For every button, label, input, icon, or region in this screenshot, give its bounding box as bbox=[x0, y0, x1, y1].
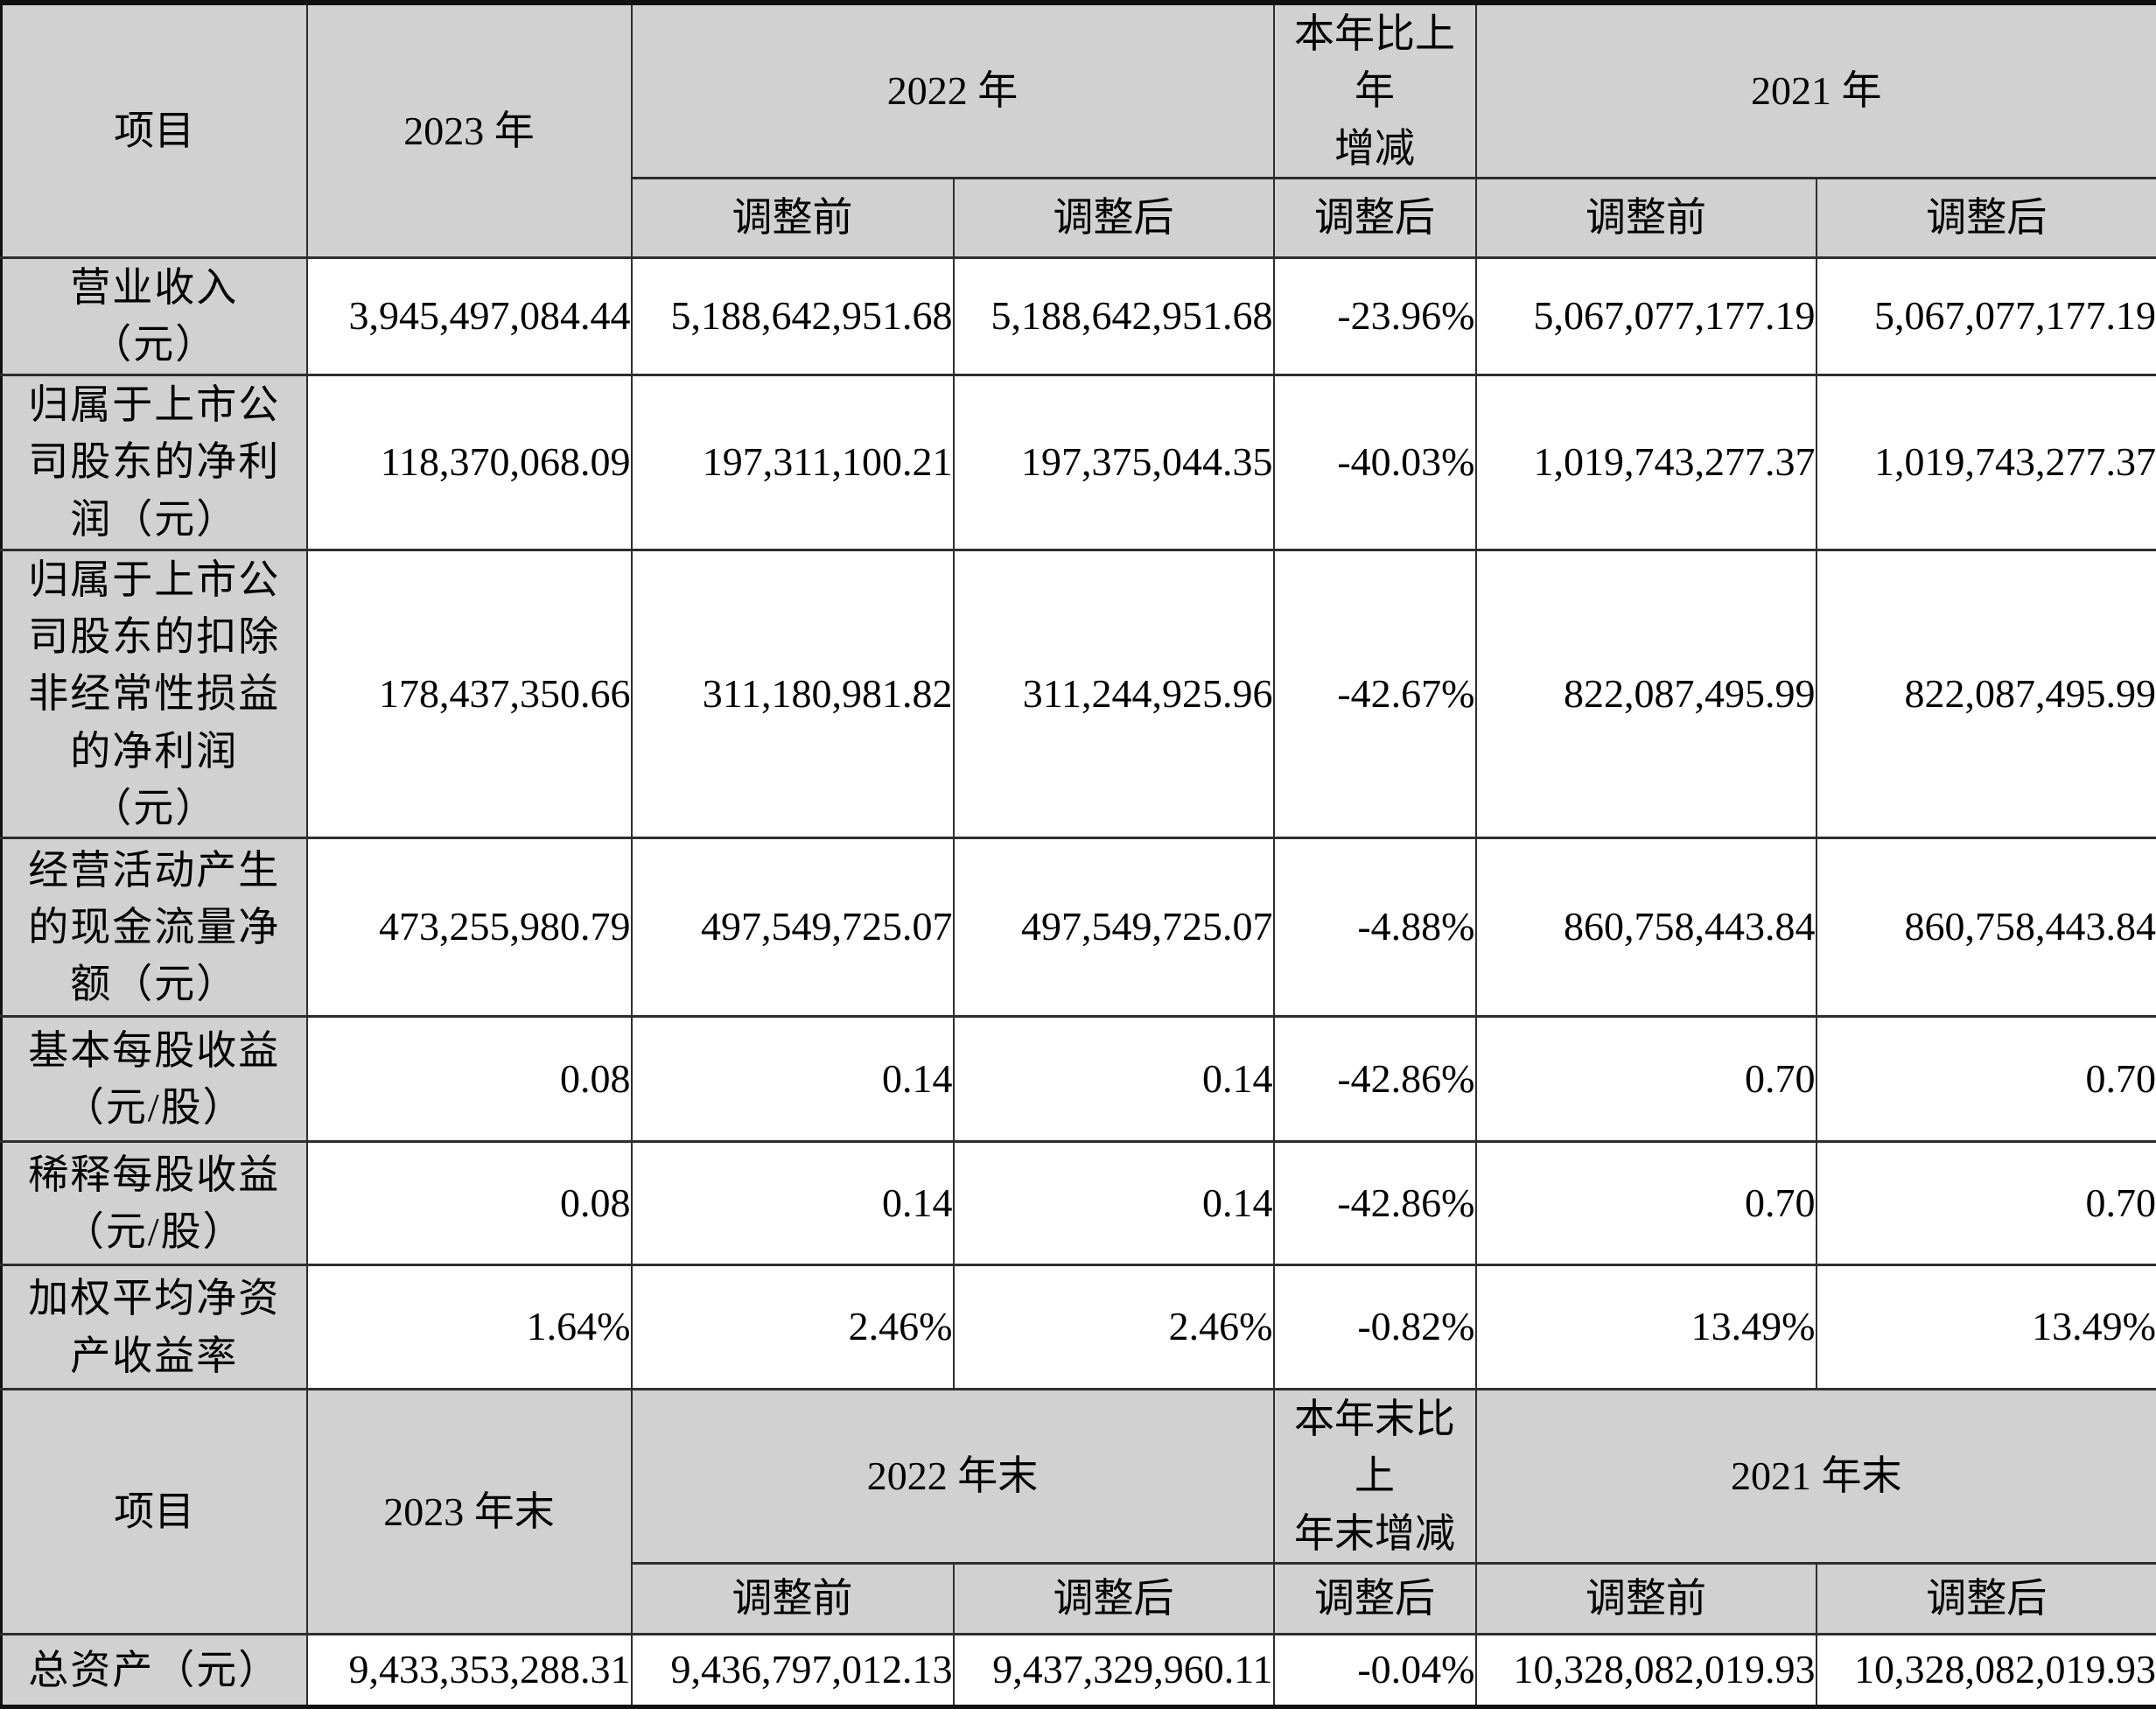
value-2022-pre: 197,311,100.21 bbox=[632, 375, 954, 550]
header-2021: 2021 年 bbox=[1476, 3, 2156, 178]
value-2021-post: 1,019,743,277.37 bbox=[1816, 375, 2156, 550]
value-2021-pre: 10,328,082,019.93 bbox=[1476, 1635, 1816, 1707]
header-yoy: 本年比上年 增减 bbox=[1274, 3, 1476, 178]
header-2023-end: 2023 年末 bbox=[307, 1390, 632, 1635]
value-2021-post: 0.70 bbox=[1816, 1142, 2156, 1265]
value-2023: 473,255,980.79 bbox=[307, 838, 632, 1017]
value-2021-post: 0.70 bbox=[1816, 1017, 2156, 1142]
value-yoy: -40.03% bbox=[1274, 375, 1476, 550]
value-2021-post: 860,758,443.84 bbox=[1816, 838, 2156, 1017]
value-2021-pre: 822,087,495.99 bbox=[1476, 550, 1816, 838]
header-2023: 2023 年 bbox=[307, 3, 632, 257]
header-2021-after: 调整后 bbox=[1816, 178, 2156, 257]
value-2021-post: 5,067,077,177.19 bbox=[1816, 257, 2156, 375]
value-2022-post: 497,549,725.07 bbox=[954, 838, 1274, 1017]
header-2021-end-after: 调整后 bbox=[1816, 1564, 2156, 1635]
header-yoy-after: 调整后 bbox=[1274, 178, 1476, 257]
value-2022-post: 311,244,925.96 bbox=[954, 550, 1274, 838]
value-yoy: -42.67% bbox=[1274, 550, 1476, 838]
header-yoy-end: 本年末比上 年末增减 bbox=[1274, 1390, 1476, 1564]
value-2021-pre: 13.49% bbox=[1476, 1265, 1816, 1390]
value-2021-pre: 1,019,743,277.37 bbox=[1476, 375, 1816, 550]
value-yoy: -0.82% bbox=[1274, 1265, 1476, 1390]
value-2022-post: 9,437,329,960.11 bbox=[954, 1635, 1274, 1707]
value-2022-post: 2.46% bbox=[954, 1265, 1274, 1390]
value-yoy: -0.04% bbox=[1274, 1635, 1476, 1707]
header-item: 项目 bbox=[2, 3, 307, 257]
value-2022-pre: 311,180,981.82 bbox=[632, 550, 954, 838]
table-row-total-assets: 总资产（元） 9,433,353,288.31 9,436,797,012.13… bbox=[2, 1635, 2156, 1707]
value-2022-pre: 497,549,725.07 bbox=[632, 838, 954, 1017]
value-yoy: -23.96% bbox=[1274, 257, 1476, 375]
value-2022-post: 0.14 bbox=[954, 1017, 1274, 1142]
value-2023: 0.08 bbox=[307, 1142, 632, 1265]
value-2021-post: 10,328,082,019.93 bbox=[1816, 1635, 2156, 1707]
value-2022-pre: 0.14 bbox=[632, 1142, 954, 1265]
row-label: 基本每股收益 （元/股） bbox=[2, 1017, 307, 1142]
row-label: 归属于上市公 司股东的扣除 非经常性损益 的净利润 （元） bbox=[2, 550, 307, 838]
row-label: 稀释每股收益 （元/股） bbox=[2, 1142, 307, 1265]
value-2022-post: 0.14 bbox=[954, 1142, 1274, 1265]
value-yoy: -42.86% bbox=[1274, 1017, 1476, 1142]
header-item: 项目 bbox=[2, 1390, 307, 1635]
value-yoy: -4.88% bbox=[1274, 838, 1476, 1017]
row-label: 归属于上市公 司股东的净利 润（元） bbox=[2, 375, 307, 550]
header-2022-end: 2022 年末 bbox=[632, 1390, 1274, 1564]
value-yoy: -42.86% bbox=[1274, 1142, 1476, 1265]
value-2022-pre: 9,436,797,012.13 bbox=[632, 1635, 954, 1707]
value-2023: 1.64% bbox=[307, 1265, 632, 1390]
value-2021-pre: 860,758,443.84 bbox=[1476, 838, 1816, 1017]
header-2021-end: 2021 年末 bbox=[1476, 1390, 2156, 1564]
table-row-basic-eps: 基本每股收益 （元/股） 0.08 0.14 0.14 -42.86% 0.70… bbox=[2, 1017, 2156, 1142]
value-2022-post: 197,375,044.35 bbox=[954, 375, 1274, 550]
header-2022-end-before: 调整前 bbox=[632, 1564, 954, 1635]
table-row-deducted-net-profit: 归属于上市公 司股东的扣除 非经常性损益 的净利润 （元） 178,437,35… bbox=[2, 550, 2156, 838]
header-row-year-end: 项目 2023 年末 2022 年末 本年末比上 年末增减 2021 年末 bbox=[2, 1390, 2156, 1564]
value-2021-pre: 5,067,077,177.19 bbox=[1476, 257, 1816, 375]
value-2021-pre: 0.70 bbox=[1476, 1017, 1816, 1142]
table-row-weighted-roe: 加权平均净资 产收益率 1.64% 2.46% 2.46% -0.82% 13.… bbox=[2, 1265, 2156, 1390]
value-2022-pre: 0.14 bbox=[632, 1017, 954, 1142]
value-2021-post: 822,087,495.99 bbox=[1816, 550, 2156, 838]
header-2022-before: 调整前 bbox=[632, 178, 954, 257]
header-row-years: 项目 2023 年 2022 年 本年比上年 增减 2021 年 bbox=[2, 3, 2156, 178]
header-2022-after: 调整后 bbox=[954, 178, 1274, 257]
row-label: 总资产（元） bbox=[2, 1635, 307, 1707]
value-2023: 0.08 bbox=[307, 1017, 632, 1142]
value-2023: 9,433,353,288.31 bbox=[307, 1635, 632, 1707]
table-row-revenue: 营业收入 （元） 3,945,497,084.44 5,188,642,951.… bbox=[2, 257, 2156, 375]
header-2022: 2022 年 bbox=[632, 3, 1274, 178]
value-2023: 3,945,497,084.44 bbox=[307, 257, 632, 375]
row-label: 加权平均净资 产收益率 bbox=[2, 1265, 307, 1390]
value-2022-pre: 2.46% bbox=[632, 1265, 954, 1390]
header-2022-end-after: 调整后 bbox=[954, 1564, 1274, 1635]
table-row-operating-cash-flow: 经营活动产生 的现金流量净 额（元） 473,255,980.79 497,54… bbox=[2, 838, 2156, 1017]
header-2021-end-before: 调整前 bbox=[1476, 1564, 1816, 1635]
row-label: 经营活动产生 的现金流量净 额（元） bbox=[2, 838, 307, 1017]
value-2022-post: 5,188,642,951.68 bbox=[954, 257, 1274, 375]
value-2023: 178,437,350.66 bbox=[307, 550, 632, 838]
header-2021-before: 调整前 bbox=[1476, 178, 1816, 257]
value-2022-pre: 5,188,642,951.68 bbox=[632, 257, 954, 375]
row-label: 营业收入 （元） bbox=[2, 257, 307, 375]
table-row-net-profit: 归属于上市公 司股东的净利 润（元） 118,370,068.09 197,31… bbox=[2, 375, 2156, 550]
table-row-diluted-eps: 稀释每股收益 （元/股） 0.08 0.14 0.14 -42.86% 0.70… bbox=[2, 1142, 2156, 1265]
value-2023: 118,370,068.09 bbox=[307, 375, 632, 550]
value-2021-pre: 0.70 bbox=[1476, 1142, 1816, 1265]
value-2021-post: 13.49% bbox=[1816, 1265, 2156, 1390]
header-yoy-end-after: 调整后 bbox=[1274, 1564, 1476, 1635]
